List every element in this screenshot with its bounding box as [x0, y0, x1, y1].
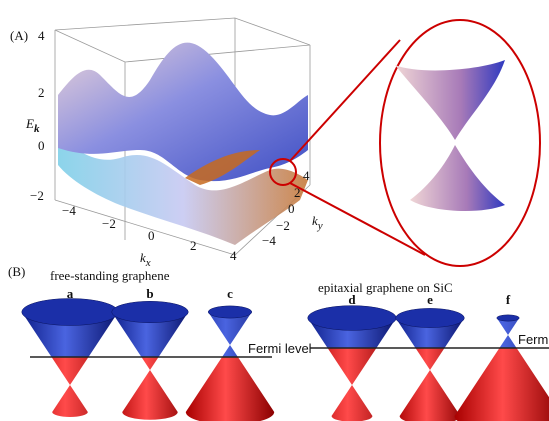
axis-title: Ek	[25, 116, 40, 135]
cone-top	[22, 299, 118, 326]
cone-label: a	[67, 286, 74, 301]
tick-label: 4	[303, 168, 310, 183]
group-title: free-standing graphene	[50, 268, 170, 283]
cone-top	[497, 315, 519, 321]
cone-label: b	[146, 286, 153, 301]
tick-label: −2	[30, 188, 44, 203]
tick-label: −4	[262, 233, 276, 248]
band-surface	[58, 43, 308, 245]
panel-label: (B)	[8, 264, 25, 279]
fermi-label: Fermi level	[518, 332, 549, 347]
cone-top	[396, 308, 465, 327]
tick-label: 0	[288, 201, 295, 216]
panel-label: (A)	[10, 28, 28, 43]
figure: (A) Ek kx ky 420−2−4−2024420−2−4 (B) fre…	[0, 0, 549, 421]
fermi-label: Fermi level	[248, 341, 312, 356]
axis-title: kx	[140, 250, 151, 269]
tick-label: 0	[148, 228, 155, 243]
tick-label: 4	[38, 28, 45, 43]
cone-top	[208, 306, 252, 318]
cone-label: c	[227, 286, 233, 301]
zoom-ellipse	[380, 20, 540, 266]
tick-label: 2	[190, 238, 197, 253]
tick-label: 0	[38, 138, 45, 153]
cone-top	[112, 301, 189, 322]
tick-label: −2	[102, 216, 116, 231]
tick-label: −4	[62, 203, 76, 218]
axis-title: ky	[312, 213, 323, 232]
tick-label: −2	[276, 218, 290, 233]
cone-label: e	[427, 292, 433, 307]
cone-label: d	[348, 292, 356, 307]
cone-label: f	[506, 292, 511, 307]
tick-label: 2	[38, 85, 45, 100]
cone-top	[308, 306, 396, 331]
tick-label: 4	[230, 248, 237, 263]
